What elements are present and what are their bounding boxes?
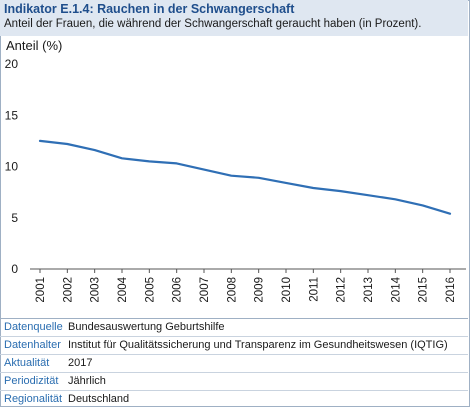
meta-key: Datenhalter <box>4 339 61 351</box>
meta-row-datenquelle: Datenquelle Bundesauswertung Geburtshilf… <box>0 318 468 336</box>
indicator-subtitle: Anteil der Frauen, die während der Schwa… <box>4 18 422 30</box>
line-chart: Anteil (%) 0 5 10 15 20 2001 2002 2003 2004 2005… <box>5 38 466 303</box>
meta-value: 2017 <box>68 357 93 369</box>
x-tick-label: 2010 <box>281 277 293 303</box>
y-tick-labels: 0 5 10 15 20 <box>5 57 19 276</box>
meta-key: Regionalität <box>4 393 63 405</box>
x-tick-label: 2011 <box>308 277 320 302</box>
x-tick-label: 2006 <box>172 277 184 303</box>
indicator-title: Indikator E.1.4: Rauchen in der Schwange… <box>4 2 295 16</box>
meta-row-periodizitaet: Periodizität Jährlich <box>0 372 468 390</box>
x-tick-label: 2015 <box>418 277 430 303</box>
x-tick-label: 2012 <box>336 277 348 303</box>
metadata-table: Datenquelle Bundesauswertung Geburtshilf… <box>0 318 468 408</box>
meta-key: Aktualität <box>4 357 50 369</box>
meta-value: Institut für Qualitätssicherung und Tran… <box>68 339 448 351</box>
x-tick-label: 2004 <box>117 276 129 302</box>
x-tick-label: 2008 <box>226 277 238 303</box>
x-tick-label: 2001 <box>35 277 47 303</box>
x-tick-label: 2003 <box>90 277 102 303</box>
meta-row-regionalitaet: Regionalität Deutschland <box>0 390 468 408</box>
indicator-header: Indikator E.1.4: Rauchen in der Schwange… <box>0 0 468 36</box>
meta-key: Datenquelle <box>4 321 63 333</box>
meta-row-datenhalter: Datenhalter Institut für Qualitätssicher… <box>0 336 468 354</box>
x-tick-labels: 2001 2002 2003 2004 2005 2006 2007 2008 2009 2010… <box>35 269 457 303</box>
meta-value: Bundesauswertung Geburtshilfe <box>68 321 225 333</box>
y-tick-label: 0 <box>11 262 18 276</box>
meta-row-aktualitaet: Aktualität 2017 <box>0 354 468 372</box>
y-axis-label: Anteil (%) <box>6 38 62 53</box>
meta-value: Jährlich <box>68 375 106 387</box>
x-tick-label: 2013 <box>363 277 375 303</box>
x-tick-label: 2005 <box>144 277 156 303</box>
y-tick-label: 10 <box>5 160 19 174</box>
x-tick-label: 2007 <box>199 277 211 303</box>
x-tick-label: 2016 <box>445 277 457 303</box>
series-line <box>38 139 452 215</box>
y-tick-label: 5 <box>11 211 18 225</box>
meta-value: Deutschland <box>68 393 130 405</box>
y-tick-label: 15 <box>5 108 19 122</box>
x-tick-label: 2014 <box>390 276 402 302</box>
meta-key: Periodizität <box>4 375 59 387</box>
y-tick-label: 20 <box>5 57 19 71</box>
x-tick-label: 2009 <box>254 277 266 303</box>
x-tick-label: 2002 <box>62 277 74 303</box>
